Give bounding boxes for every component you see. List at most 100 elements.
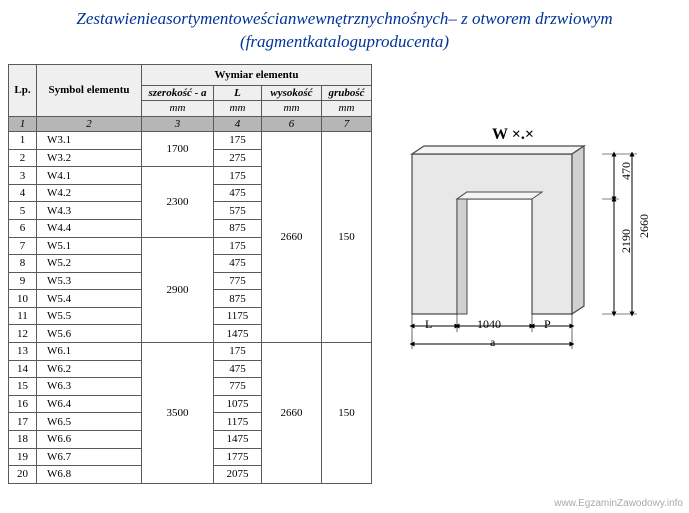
unit-mm: mm — [214, 101, 262, 117]
cell-L: 875 — [214, 290, 262, 308]
cell-sym: W5.6 — [37, 325, 142, 343]
cell-sym: W6.6 — [37, 430, 142, 448]
unit-mm: mm — [322, 101, 372, 117]
cell-L: 175 — [214, 167, 262, 185]
dim-a: a — [490, 335, 495, 350]
cell-sym: W4.3 — [37, 202, 142, 220]
col-wymiar: Wymiar elementu — [142, 64, 372, 85]
col-symbol: Symbol elementu — [37, 64, 142, 116]
cell-L: 575 — [214, 202, 262, 220]
cell-lp: 6 — [9, 220, 37, 238]
cell-L: 1175 — [214, 413, 262, 431]
cell-L: 1475 — [214, 430, 262, 448]
col-wys: wysokość — [262, 85, 322, 101]
cell-lp: 16 — [9, 395, 37, 413]
dim-L: L — [425, 317, 432, 332]
cell-lp: 2 — [9, 149, 37, 167]
cell-lp: 20 — [9, 466, 37, 484]
page-title: Zestawienieasortymentoweścianwewnętrznyc… — [0, 0, 689, 64]
cell-sym: W4.4 — [37, 220, 142, 238]
cell-sym: W3.1 — [37, 132, 142, 150]
cell-sym: W4.1 — [37, 167, 142, 185]
cell-L: 775 — [214, 272, 262, 290]
cell-L: 1075 — [214, 395, 262, 413]
dim-2190: 2190 — [619, 229, 634, 253]
cell-sym: W6.4 — [37, 395, 142, 413]
cell-lp: 13 — [9, 343, 37, 361]
cell-lp: 8 — [9, 255, 37, 273]
colnum: 7 — [322, 116, 372, 132]
cell-lp: 4 — [9, 184, 37, 202]
cell-L: 275 — [214, 149, 262, 167]
cell-lp: 19 — [9, 448, 37, 466]
cell-sym: W5.3 — [37, 272, 142, 290]
cell-lp: 9 — [9, 272, 37, 290]
cell-L: 775 — [214, 378, 262, 396]
cell-sym: W6.2 — [37, 360, 142, 378]
cell-sym: W6.8 — [37, 466, 142, 484]
cell-szer: 3500 — [142, 343, 214, 484]
cell-sym: W5.2 — [37, 255, 142, 273]
cell-szer: 1700 — [142, 132, 214, 167]
col-L: L — [214, 85, 262, 101]
cell-lp: 15 — [9, 378, 37, 396]
col-szer: szerokość - a — [142, 85, 214, 101]
unit-mm: mm — [142, 101, 214, 117]
colnum: 2 — [37, 116, 142, 132]
cell-sym: W5.1 — [37, 237, 142, 255]
cell-sym: W5.5 — [37, 307, 142, 325]
col-grub: grubość — [322, 85, 372, 101]
cell-sym: W6.5 — [37, 413, 142, 431]
diagram-label: W ×.× — [492, 126, 534, 144]
cell-L: 475 — [214, 360, 262, 378]
cell-sym: W6.1 — [37, 343, 142, 361]
title-line2: (fragmentkataloguproducenta) — [240, 32, 449, 51]
colnum: 6 — [262, 116, 322, 132]
cell-sym: W6.7 — [37, 448, 142, 466]
cell-L: 1475 — [214, 325, 262, 343]
dim-1040: 1040 — [477, 317, 501, 332]
cell-lp: 17 — [9, 413, 37, 431]
cell-wys: 2660 — [262, 132, 322, 343]
cell-L: 475 — [214, 255, 262, 273]
cell-lp: 1 — [9, 132, 37, 150]
dim-470: 470 — [619, 162, 634, 180]
cell-sym: W5.4 — [37, 290, 142, 308]
dim-2660: 2660 — [637, 214, 652, 238]
cell-L: 2075 — [214, 466, 262, 484]
cell-lp: 11 — [9, 307, 37, 325]
cell-L: 475 — [214, 184, 262, 202]
cell-L: 175 — [214, 132, 262, 150]
content-area: Lp. Symbol elementu Wymiar elementu szer… — [0, 64, 689, 484]
cell-szer: 2300 — [142, 167, 214, 237]
dim-P: P — [544, 317, 551, 332]
cell-L: 175 — [214, 343, 262, 361]
colnum: 4 — [214, 116, 262, 132]
table-body: 1W3.1170017526601502W3.22753W4.123001754… — [9, 132, 372, 484]
cell-wys: 2660 — [262, 343, 322, 484]
col-lp: Lp. — [9, 64, 37, 116]
cell-lp: 12 — [9, 325, 37, 343]
cell-szer: 2900 — [142, 237, 214, 342]
unit-mm: mm — [262, 101, 322, 117]
colnum: 3 — [142, 116, 214, 132]
title-line1: Zestawienieasortymentoweścianwewnętrznyc… — [76, 9, 612, 28]
cell-grub: 150 — [322, 343, 372, 484]
watermark: www.EgzaminZawodowy.info — [554, 498, 683, 509]
assortment-table: Lp. Symbol elementu Wymiar elementu szer… — [8, 64, 372, 484]
element-diagram: W ×.× — [372, 64, 681, 484]
cell-lp: 5 — [9, 202, 37, 220]
cell-grub: 150 — [322, 132, 372, 343]
colnum: 1 — [9, 116, 37, 132]
cell-L: 1175 — [214, 307, 262, 325]
cell-lp: 18 — [9, 430, 37, 448]
cell-lp: 14 — [9, 360, 37, 378]
cell-sym: W3.2 — [37, 149, 142, 167]
cell-L: 1775 — [214, 448, 262, 466]
cell-lp: 7 — [9, 237, 37, 255]
cell-L: 175 — [214, 237, 262, 255]
cell-sym: W6.3 — [37, 378, 142, 396]
cell-sym: W4.2 — [37, 184, 142, 202]
cell-L: 875 — [214, 220, 262, 238]
cell-lp: 10 — [9, 290, 37, 308]
